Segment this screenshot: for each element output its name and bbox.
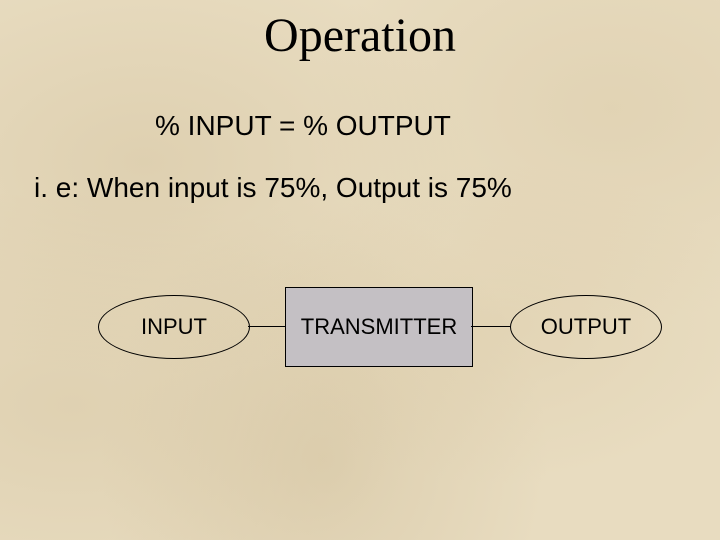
edge-1 (471, 326, 510, 327)
flowchart-diagram: INPUTTRANSMITTEROUTPUT (0, 295, 720, 415)
edge-0 (248, 326, 285, 327)
page-title: Operation (0, 8, 720, 63)
node-transmitter: TRANSMITTER (285, 287, 473, 367)
equation-text: % INPUT = % OUTPUT (155, 110, 451, 142)
node-input: INPUT (98, 295, 250, 359)
node-output: OUTPUT (510, 295, 662, 359)
example-text: i. e: When input is 75%, Output is 75% (34, 172, 512, 204)
